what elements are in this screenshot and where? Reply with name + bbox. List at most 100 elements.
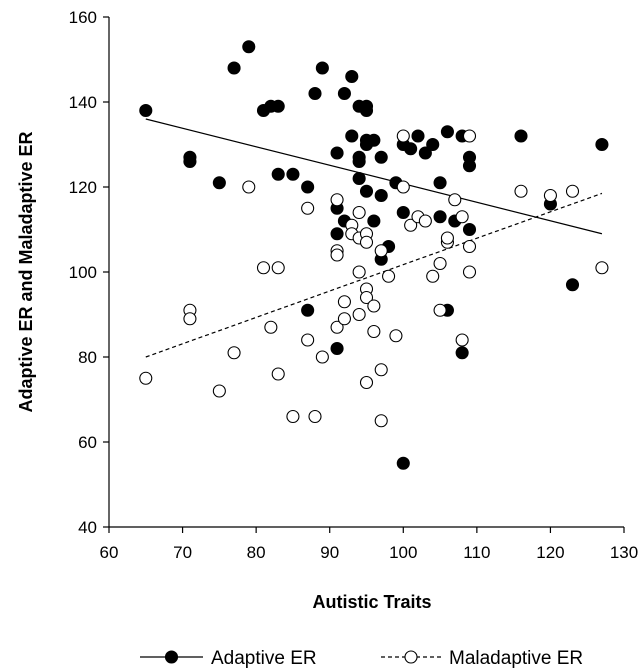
adaptive-er-point: [183, 154, 197, 169]
adaptive-er-point: [271, 167, 285, 181]
maladaptive-er-point: [418, 214, 432, 228]
maladaptive-er-point: [389, 329, 403, 343]
adaptive-er-point: [462, 159, 477, 173]
maladaptive-er-point: [242, 180, 256, 194]
maladaptive-er-point: [212, 384, 226, 398]
adaptive-er-point: [330, 227, 344, 241]
maladaptive-er-point: [374, 244, 388, 258]
adaptive-er-point: [286, 167, 300, 181]
maladaptive-er-point: [359, 235, 374, 249]
adaptive-er-point: [374, 150, 388, 164]
adaptive-er-point: [345, 69, 359, 84]
adaptive-er-point: [396, 456, 410, 470]
x-tick-label: 100: [389, 543, 417, 562]
x-tick-label: 120: [536, 543, 564, 562]
trendline-series-1: [145, 192, 603, 358]
maladaptive-er-point: [337, 312, 351, 326]
adaptive-er-point: [352, 154, 366, 169]
adaptive-er-point: [411, 129, 425, 143]
maladaptive-er-point: [595, 261, 609, 275]
y-tick-label: 120: [69, 178, 97, 197]
legend-item-0: Adaptive ER: [140, 648, 317, 669]
maladaptive-er-point: [330, 248, 344, 262]
maladaptive-er-point: [227, 346, 241, 360]
maladaptive-er-point: [359, 375, 374, 390]
adaptive-er-point: [352, 171, 366, 186]
maladaptive-er-point: [286, 409, 300, 424]
series-0-points: [139, 40, 609, 470]
y-tick-label: 60: [78, 433, 97, 452]
adaptive-er-point: [565, 278, 580, 292]
maladaptive-er-point: [462, 265, 477, 279]
trendline-series-0: [145, 118, 603, 235]
adaptive-er-point: [242, 40, 256, 54]
maladaptive-er-point: [367, 324, 381, 339]
y-axis-title: Adaptive ER and Maladaptive ER: [16, 131, 36, 412]
maladaptive-er-point: [374, 363, 388, 377]
maladaptive-er-point: [367, 299, 381, 313]
adaptive-er-point: [308, 86, 322, 101]
maladaptive-er-point: [433, 303, 447, 317]
maladaptive-er-point: [330, 193, 344, 207]
maladaptive-er-point: [462, 129, 477, 143]
adaptive-er-point: [212, 176, 226, 190]
maladaptive-er-point: [301, 201, 315, 215]
maladaptive-er-point: [426, 269, 440, 283]
adaptive-er-point: [301, 180, 315, 194]
maladaptive-er-point: [139, 371, 153, 385]
maladaptive-er-point: [448, 193, 462, 207]
maladaptive-er-point: [396, 180, 410, 194]
adaptive-er-point: [330, 341, 344, 356]
y-tick-label: 140: [69, 93, 97, 112]
adaptive-er-point: [396, 205, 410, 220]
y-tick-label: 160: [69, 8, 97, 27]
maladaptive-er-point: [271, 261, 285, 275]
y-tick-label: 80: [78, 348, 97, 367]
x-tick-label: 60: [100, 543, 119, 562]
legend-item-1: Maladaptive ER: [381, 648, 583, 669]
adaptive-er-point: [345, 129, 359, 143]
legend-label: Adaptive ER: [211, 648, 317, 669]
adaptive-er-point: [462, 222, 477, 237]
maladaptive-er-point: [183, 312, 197, 326]
maladaptive-er-point: [352, 307, 366, 322]
adaptive-er-point: [404, 142, 418, 156]
adaptive-er-point: [440, 125, 454, 139]
maladaptive-er-point: [462, 239, 477, 254]
maladaptive-er-point: [301, 333, 315, 347]
maladaptive-er-point: [352, 205, 366, 220]
maladaptive-er-point: [396, 129, 410, 143]
adaptive-er-point: [139, 103, 153, 118]
adaptive-er-point: [367, 133, 381, 147]
series-1-points: [139, 129, 609, 428]
x-tick-label: 80: [247, 543, 266, 562]
adaptive-er-point: [433, 176, 447, 190]
adaptive-er-point: [330, 146, 344, 160]
data-points: [139, 40, 609, 470]
maladaptive-er-point: [352, 265, 366, 279]
legend-marker: [164, 650, 179, 664]
adaptive-er-point: [227, 61, 241, 75]
adaptive-er-point: [455, 346, 469, 360]
trendlines: [145, 118, 603, 358]
adaptive-er-point: [359, 103, 374, 118]
maladaptive-er-point: [455, 210, 469, 224]
maladaptive-er-point: [374, 414, 388, 428]
adaptive-er-point: [374, 188, 388, 203]
adaptive-er-point: [595, 137, 609, 152]
legend-marker: [404, 650, 418, 664]
adaptive-er-point: [301, 303, 315, 317]
adaptive-er-point: [337, 86, 351, 101]
adaptive-er-point: [271, 99, 285, 113]
maladaptive-er-point: [433, 256, 447, 271]
adaptive-er-point: [315, 61, 329, 75]
adaptive-er-point: [426, 137, 440, 152]
maladaptive-er-point: [308, 409, 322, 424]
y-tick-label: 100: [69, 263, 97, 282]
x-tick-label: 110: [463, 543, 490, 562]
maladaptive-er-point: [330, 320, 344, 334]
adaptive-er-point: [367, 214, 381, 228]
maladaptive-er-point: [382, 269, 396, 283]
maladaptive-er-point: [565, 184, 580, 198]
